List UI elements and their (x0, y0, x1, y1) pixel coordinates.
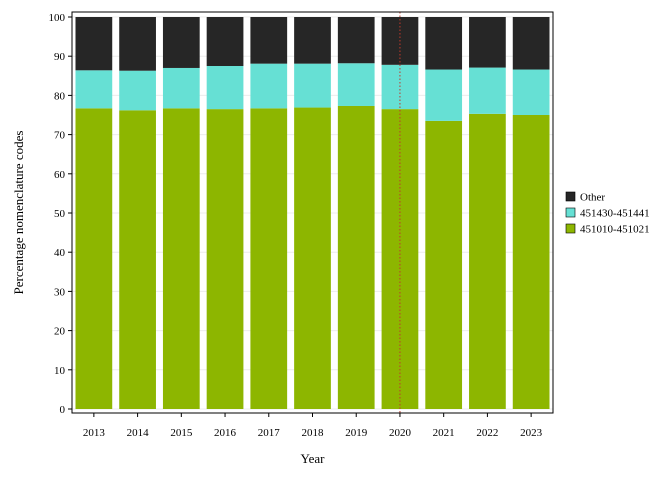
legend-label: 451010-451021 (580, 224, 650, 236)
y-axis: 0 10 20 30 40 50 60 70 80 90 100 (49, 12, 72, 416)
x-tick-label: 2017 (258, 427, 281, 439)
bar-2014-series-2 (119, 70, 156, 111)
bar-2019-series-3 (337, 17, 375, 64)
x-axis-title: Year (301, 451, 326, 466)
y-tick-label: 60 (54, 169, 66, 181)
x-tick-label: 2019 (345, 427, 368, 439)
y-tick-label: 40 (54, 247, 66, 259)
y-tick-label: 70 (54, 130, 66, 142)
legend: Other 451430-451441 451010-451021 (565, 191, 650, 236)
bar-2018-series-3 (294, 17, 331, 64)
y-tick-label: 10 (54, 365, 66, 377)
bar-2022-series-3 (469, 17, 506, 68)
bar-2016-series-3 (206, 17, 244, 66)
bar-2016-series-1 (206, 109, 244, 410)
y-tick-label: 90 (54, 51, 66, 63)
x-tick-label: 2016 (214, 427, 237, 439)
bar-2016-series-2 (206, 66, 244, 110)
y-tick-label: 100 (49, 12, 66, 24)
bar-2023-series-3 (512, 17, 550, 70)
bar-2015-series-3 (162, 17, 200, 68)
y-tick-label: 20 (54, 326, 66, 338)
x-tick-label: 2015 (170, 427, 193, 439)
bar-2013-series-2 (75, 70, 113, 109)
y-tick-label: 50 (54, 208, 66, 220)
x-tick-label: 2021 (433, 427, 455, 439)
x-axis: 2013 2014 2015 2016 2017 2018 2019 2020 2021 2022… (83, 413, 543, 439)
bar-2019-series-1 (337, 105, 375, 409)
x-tick-label: 2020 (389, 427, 412, 439)
legend-swatch (565, 223, 576, 234)
bar-2023-series-1 (512, 115, 550, 409)
bar-2021-series-3 (425, 17, 463, 70)
y-tick-label: 30 (54, 286, 66, 298)
bar-2019-series-2 (337, 63, 375, 106)
bar-2021-series-1 (425, 120, 463, 409)
bar-2017-series-3 (250, 17, 288, 64)
y-axis-title: Percentage nomenclature codes (11, 131, 26, 295)
bar-2014-series-1 (119, 110, 156, 410)
bar-2020-series-1 (381, 109, 419, 410)
bar-2022-series-1 (469, 113, 506, 409)
legend-swatch (565, 207, 576, 218)
legend-label: Other (580, 192, 605, 204)
legend-swatch (565, 191, 576, 202)
y-tick-label: 80 (54, 90, 66, 102)
legend-label: 451430-451441 (580, 208, 650, 220)
y-tick-label: 0 (60, 404, 66, 416)
x-tick-label: 2023 (520, 427, 543, 439)
bar-2017-series-2 (250, 63, 288, 109)
bar-2015-series-2 (162, 67, 200, 109)
x-tick-label: 2013 (83, 427, 106, 439)
bar-2017-series-1 (250, 108, 288, 409)
bars (75, 17, 550, 410)
x-tick-label: 2018 (302, 427, 325, 439)
x-tick-label: 2022 (476, 427, 498, 439)
bar-2013-series-3 (75, 17, 113, 71)
bar-2014-series-3 (119, 17, 156, 71)
x-tick-label: 2014 (127, 427, 150, 439)
bar-2018-series-2 (294, 63, 331, 108)
bar-2021-series-2 (425, 69, 463, 121)
bar-2013-series-1 (75, 108, 113, 409)
bar-2018-series-1 (294, 107, 331, 409)
bar-2023-series-2 (512, 69, 550, 115)
bar-2015-series-1 (162, 108, 200, 409)
bar-2022-series-2 (469, 67, 506, 114)
